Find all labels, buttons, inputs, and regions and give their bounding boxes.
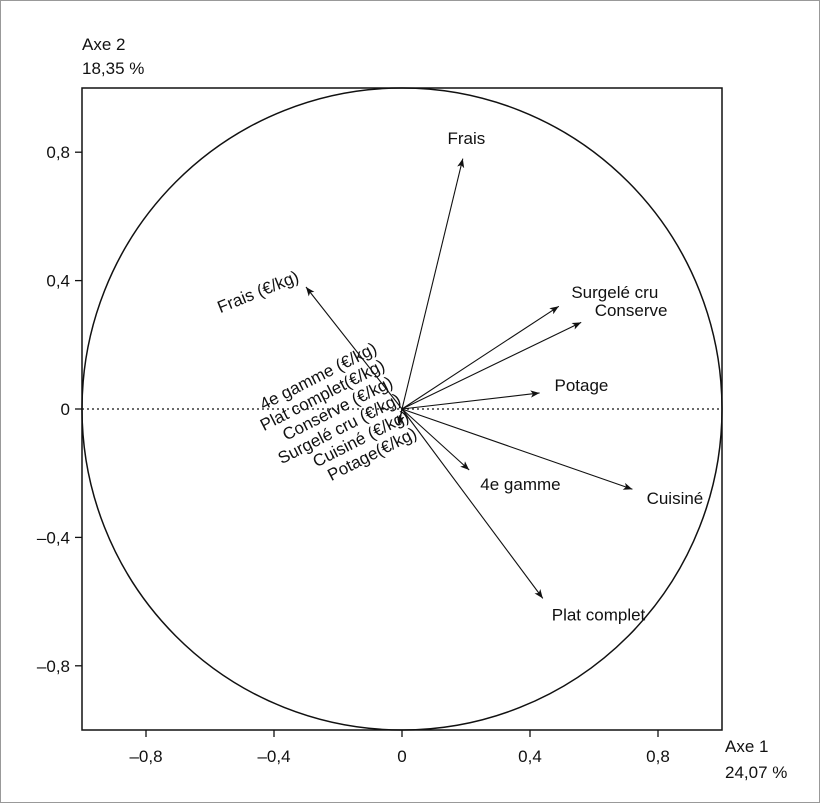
x-axis-label: Axe 1 bbox=[725, 737, 768, 756]
vector-arrow bbox=[401, 158, 465, 410]
y-tick-label: 0 bbox=[61, 400, 70, 419]
x-tick-label: 0 bbox=[397, 747, 406, 766]
vector-label: 4e gamme bbox=[480, 475, 560, 494]
y-tick-label: –0,4 bbox=[37, 528, 70, 547]
unit-circle bbox=[81, 87, 723, 731]
vector-label: Surgelé cru bbox=[571, 283, 658, 302]
vector-arrow bbox=[401, 408, 544, 599]
vector-arrow bbox=[397, 408, 405, 426]
vector-arrow bbox=[401, 321, 582, 410]
y-tick-label: 0,8 bbox=[46, 143, 70, 162]
vector-label: Frais bbox=[447, 129, 485, 148]
vector-label: Conserve bbox=[595, 301, 668, 320]
x-tick-label: –0,8 bbox=[129, 747, 162, 766]
y-tick-label: –0,8 bbox=[37, 657, 70, 676]
y-axis-sublabel: 18,35 % bbox=[82, 59, 144, 78]
x-tick-label: 0,4 bbox=[518, 747, 542, 766]
x-axis-sublabel: 24,07 % bbox=[725, 763, 787, 782]
vector-label: Frais (€/kg) bbox=[215, 267, 302, 317]
y-axis-label: Axe 2 bbox=[82, 35, 125, 54]
vector-arrow bbox=[401, 305, 560, 410]
vector-label: Plat complet bbox=[552, 605, 646, 624]
vector-label: Potage bbox=[554, 376, 608, 395]
vector-label: Cuisiné bbox=[647, 489, 704, 508]
x-tick-label: 0,8 bbox=[646, 747, 670, 766]
vector-arrow bbox=[401, 408, 633, 490]
x-tick-label: –0,4 bbox=[257, 747, 290, 766]
vector-arrow bbox=[401, 408, 470, 471]
y-tick-label: 0,4 bbox=[46, 272, 70, 291]
vector-arrow bbox=[305, 286, 403, 410]
vector-arrow bbox=[401, 390, 540, 410]
